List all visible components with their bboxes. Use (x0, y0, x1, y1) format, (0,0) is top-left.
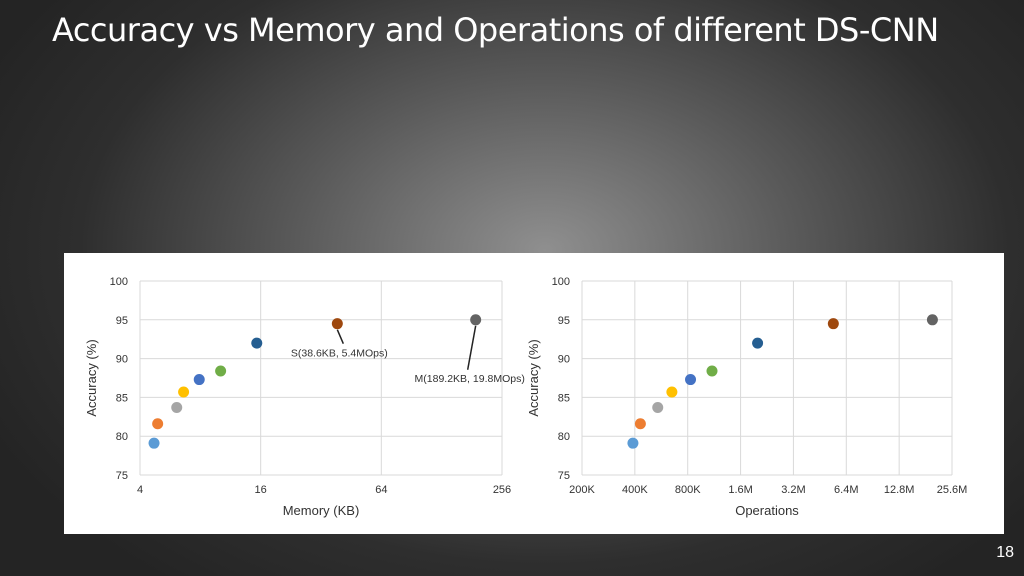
slide-number: 18 (996, 544, 1014, 561)
x-tick-label: 256 (493, 484, 511, 496)
data-point (251, 337, 263, 349)
data-point (752, 337, 764, 349)
x-tick-label: 800K (675, 484, 701, 496)
y-axis-label: Accuracy (%) (526, 339, 541, 416)
data-point (634, 418, 646, 430)
data-point (178, 386, 190, 398)
x-tick-label: 200K (569, 484, 595, 496)
annotation-leader (466, 325, 477, 370)
x-tick-label: 6.4M (834, 484, 858, 496)
y-tick-label: 100 (552, 276, 570, 288)
annotation-leader (336, 329, 345, 344)
data-point (666, 386, 678, 398)
y-axis-label: Accuracy (%) (84, 339, 99, 416)
chart-1: 75 80 85 90 95 100 4 16 64 256 Memory (KB) Accuracy… (84, 276, 525, 518)
annotation-label: S(38.6KB, 5.4MOps) (291, 348, 388, 360)
y-tick-label: 85 (116, 392, 128, 404)
data-point (331, 318, 343, 330)
data-point (171, 401, 183, 413)
y-tick-label: 80 (558, 431, 570, 443)
charts-panel: 75 80 85 90 95 100 4 16 64 256 Memory (KB) Accuracy… (64, 253, 1004, 534)
y-tick-label: 95 (558, 315, 570, 327)
x-tick-label: 12.8M (884, 484, 915, 496)
x-tick-label: 4 (137, 484, 143, 496)
data-point (152, 418, 164, 430)
data-point (827, 318, 839, 330)
data-point (627, 437, 639, 449)
data-point (215, 365, 227, 377)
y-tick-label: 90 (116, 354, 128, 366)
x-axis-label: Operations (735, 503, 799, 518)
y-tick-label: 95 (116, 315, 128, 327)
charts-svg: 75 80 85 90 95 100 4 16 64 256 Memory (KB) Accuracy… (84, 276, 967, 518)
chart-2: 75 80 85 90 95 100 200K 400K 800K 1.6M 3.2M 6.4M 12.… (526, 276, 967, 518)
y-tick-label: 90 (558, 354, 570, 366)
data-point (926, 314, 938, 326)
y-tick-label: 80 (116, 431, 128, 443)
x-axis-label: Memory (KB) (283, 503, 360, 518)
x-tick-label: 400K (622, 484, 648, 496)
data-point (706, 365, 718, 377)
y-tick-label: 75 (558, 470, 570, 482)
x-tick-label: 3.2M (781, 484, 805, 496)
data-point (652, 401, 664, 413)
x-tick-label: 64 (375, 484, 387, 496)
annotation-label: M(189.2KB, 19.8MOps) (415, 373, 525, 385)
data-point (148, 437, 160, 449)
x-tick-label: 25.6M (937, 484, 968, 496)
x-tick-label: 1.6M (728, 484, 752, 496)
y-tick-label: 75 (116, 470, 128, 482)
slide-title: Accuracy vs Memory and Operations of dif… (52, 11, 939, 49)
y-tick-label: 100 (110, 276, 128, 288)
data-point (193, 374, 205, 386)
y-tick-label: 85 (558, 392, 570, 404)
data-point (470, 314, 482, 326)
data-point (685, 374, 697, 386)
x-tick-label: 16 (255, 484, 267, 496)
